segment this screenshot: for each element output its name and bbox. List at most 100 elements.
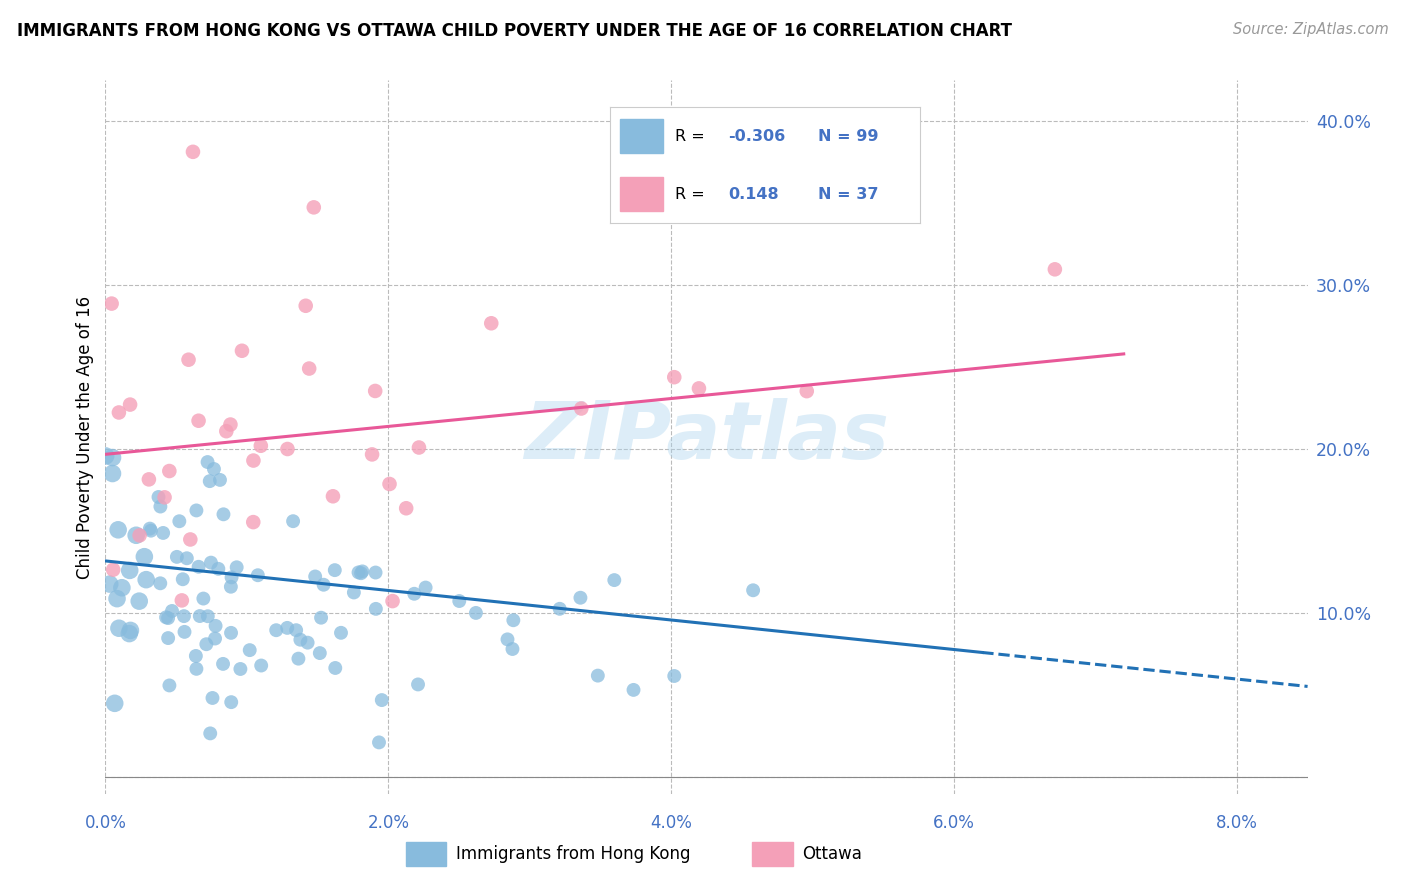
Point (139, 522, 162, 536)
Bar (752, 842, 793, 866)
Point (135, 573, 157, 587)
Point (330, 625, 353, 640)
Text: R =: R = (675, 186, 710, 202)
Point (111, 581, 134, 595)
Point (101, 450, 124, 465)
Point (219, 625, 242, 640)
Text: N = 99: N = 99 (818, 128, 879, 144)
Point (221, 570, 243, 584)
Point (157, 464, 180, 478)
Text: IMMIGRANTS FROM HONG KONG VS OTTAWA CHILD POVERTY UNDER THE AGE OF 16 CORRELATIO: IMMIGRANTS FROM HONG KONG VS OTTAWA CHIL… (17, 22, 1012, 40)
Point (276, 621, 298, 635)
Point (479, 316, 502, 330)
Text: Source: ZipAtlas.com: Source: ZipAtlas.com (1233, 22, 1389, 37)
Point (157, 678, 180, 692)
Point (187, 414, 209, 428)
Point (323, 563, 346, 577)
Point (242, 453, 264, 467)
Point (153, 491, 176, 505)
Point (502, 613, 524, 627)
Point (287, 651, 309, 665)
Point (361, 447, 384, 461)
Point (204, 632, 226, 646)
Point (207, 562, 229, 576)
Point (179, 533, 201, 547)
Point (371, 693, 394, 707)
Point (415, 581, 437, 595)
Point (176, 551, 198, 566)
Point (200, 726, 222, 740)
Text: R =: R = (675, 128, 710, 144)
Point (200, 556, 222, 570)
Point (212, 508, 235, 522)
Point (323, 661, 346, 675)
Point (298, 361, 321, 376)
Point (177, 352, 200, 367)
Point (173, 624, 195, 639)
Point (496, 632, 519, 647)
Point (157, 631, 180, 645)
Point (186, 662, 208, 676)
Point (184, 648, 207, 663)
Point (406, 677, 429, 691)
Point (160, 604, 183, 618)
Point (155, 610, 177, 624)
Point (664, 370, 686, 384)
Point (169, 514, 191, 528)
Point (368, 735, 391, 749)
Point (208, 473, 231, 487)
Point (219, 417, 242, 432)
Point (395, 501, 418, 516)
Text: Ottawa: Ottawa (801, 845, 862, 863)
Point (105, 591, 128, 606)
Point (250, 439, 273, 453)
Point (569, 591, 592, 605)
Point (94, 449, 117, 463)
Point (101, 563, 124, 577)
Point (449, 594, 471, 608)
Point (125, 528, 148, 542)
Point (796, 384, 818, 398)
Point (128, 594, 150, 608)
Point (108, 621, 131, 635)
Point (308, 646, 330, 660)
Text: N = 37: N = 37 (818, 186, 879, 202)
Point (664, 669, 686, 683)
Point (501, 642, 523, 657)
Text: 0.148: 0.148 (728, 186, 779, 202)
Point (464, 606, 486, 620)
Y-axis label: Child Poverty Under the Age of 16: Child Poverty Under the Age of 16 (76, 295, 94, 579)
Point (166, 549, 188, 564)
Point (309, 610, 332, 624)
Point (139, 524, 162, 538)
Point (152, 525, 174, 540)
Point (219, 695, 242, 709)
Point (302, 200, 325, 214)
Point (170, 593, 193, 607)
Point (569, 401, 592, 416)
Point (100, 296, 122, 310)
Point (173, 609, 195, 624)
Point (157, 611, 180, 625)
Point (149, 500, 172, 514)
Text: 2.0%: 2.0% (367, 814, 409, 831)
Point (297, 635, 319, 649)
Text: ZIPatlas: ZIPatlas (524, 398, 889, 476)
Point (381, 594, 404, 608)
Point (688, 381, 710, 395)
Point (239, 643, 262, 657)
Point (187, 559, 209, 574)
Point (193, 591, 215, 606)
Point (197, 455, 219, 469)
Point (623, 682, 645, 697)
Point (104, 696, 127, 710)
Point (229, 662, 252, 676)
Point (671, 202, 693, 217)
Point (120, 624, 142, 638)
Bar (406, 842, 446, 866)
Point (225, 560, 247, 574)
Point (408, 441, 430, 455)
Point (215, 424, 238, 438)
Point (134, 549, 156, 564)
Point (347, 566, 370, 580)
